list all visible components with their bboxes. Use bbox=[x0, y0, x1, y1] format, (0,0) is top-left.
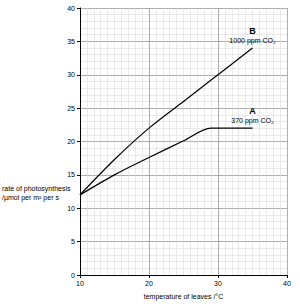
svg-text:40: 40 bbox=[67, 5, 75, 12]
svg-text:30: 30 bbox=[67, 71, 75, 78]
svg-text:25: 25 bbox=[67, 105, 75, 112]
svg-text:10: 10 bbox=[76, 280, 84, 287]
svg-text:A: A bbox=[249, 106, 256, 116]
svg-text:1000 ppm CO₂: 1000 ppm CO₂ bbox=[229, 37, 276, 45]
svg-text:/µmol per m² per s: /µmol per m² per s bbox=[2, 194, 59, 202]
svg-text:20: 20 bbox=[67, 138, 75, 145]
svg-text:5: 5 bbox=[71, 238, 75, 245]
svg-text:370 ppm CO₂: 370 ppm CO₂ bbox=[231, 117, 274, 125]
svg-text:rate of photosynthesis: rate of photosynthesis bbox=[2, 185, 71, 193]
svg-text:B: B bbox=[249, 26, 256, 36]
svg-text:30: 30 bbox=[214, 280, 222, 287]
svg-text:20: 20 bbox=[145, 280, 153, 287]
svg-text:40: 40 bbox=[283, 280, 291, 287]
svg-text:35: 35 bbox=[67, 38, 75, 45]
svg-text:10: 10 bbox=[67, 205, 75, 212]
svg-text:0: 0 bbox=[71, 272, 75, 279]
svg-text:15: 15 bbox=[67, 171, 75, 178]
svg-text:temperature of leaves /°C: temperature of leaves /°C bbox=[144, 293, 223, 301]
